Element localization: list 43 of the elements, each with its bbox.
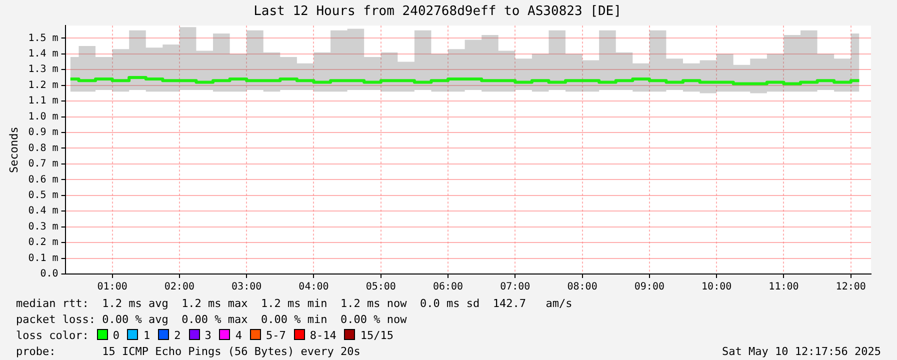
x-tick-label: 08:00	[567, 282, 598, 293]
text: 4	[235, 329, 242, 342]
y-tick-label: 1.2 m	[28, 80, 58, 91]
text: 2	[174, 329, 181, 342]
y-tick-label: 0.8 m	[28, 142, 58, 154]
x-tick-label: 07:00	[500, 282, 530, 293]
y-tick-label: 0.1 m	[28, 252, 58, 264]
x-tick-label: 06:00	[432, 282, 464, 293]
text: packet loss: 0.00 % avg 0.00 % max 0.00 % min 0.00 % now	[16, 312, 408, 328]
x-tick-label: 01:00	[97, 282, 128, 293]
x-tick-label: 03:00	[232, 282, 262, 293]
y-tick-label: 1.1 m	[28, 96, 58, 107]
text: 5-7	[266, 329, 286, 342]
y-tick-label: 0.6 m	[28, 174, 58, 186]
text: 15/15	[360, 329, 394, 342]
y-tick-label: 0.5 m	[28, 190, 58, 201]
x-tick-label: 10:00	[702, 282, 732, 293]
chart-title: Last 12 Hours from 2402768d9eff to AS30823 [DE]	[254, 4, 622, 20]
y-tick-label: 1.5 m	[28, 32, 58, 44]
text: 0	[112, 329, 120, 342]
text: probe: 15 ICMP Echo Pings (56 Bytes) every 20s	[16, 345, 360, 358]
x-tick-label: 12:00	[836, 282, 866, 293]
x-tick-label: 09:00	[634, 282, 664, 293]
y-tick-label: 0.7 m	[28, 158, 58, 170]
x-tick-label: 11:00	[768, 282, 799, 293]
text: Sat May 10 12:17:56 2025	[722, 344, 881, 360]
y-tick-label: 0.2 m	[28, 237, 58, 248]
y-tick-label: 0.9 m	[28, 127, 58, 138]
text: median rtt: 1.2 ms avg 1.2 ms max 1.2 ms min 1.2 ms now 0.0 ms sd 142.7 am/s	[16, 296, 574, 312]
text: loss color:	[16, 329, 89, 342]
y-tick-label: 0.0	[40, 268, 58, 280]
y-tick-label: 0.4 m	[28, 206, 58, 217]
x-tick-label: 04:00	[298, 282, 329, 293]
y-tick-label: 1.0 m	[28, 111, 58, 122]
text: 3	[204, 329, 212, 342]
y-tick-label: 0.3 m	[28, 221, 58, 232]
text: 8-14	[310, 329, 336, 342]
x-tick-label: 02:00	[164, 282, 194, 293]
y-tick-label: 1.3 m	[28, 64, 58, 76]
y-tick-label: 1.4 m	[28, 48, 58, 60]
y-axis-title: Seconds	[7, 126, 20, 173]
x-tick-label: 05:00	[366, 282, 396, 293]
text: 1	[143, 329, 150, 342]
